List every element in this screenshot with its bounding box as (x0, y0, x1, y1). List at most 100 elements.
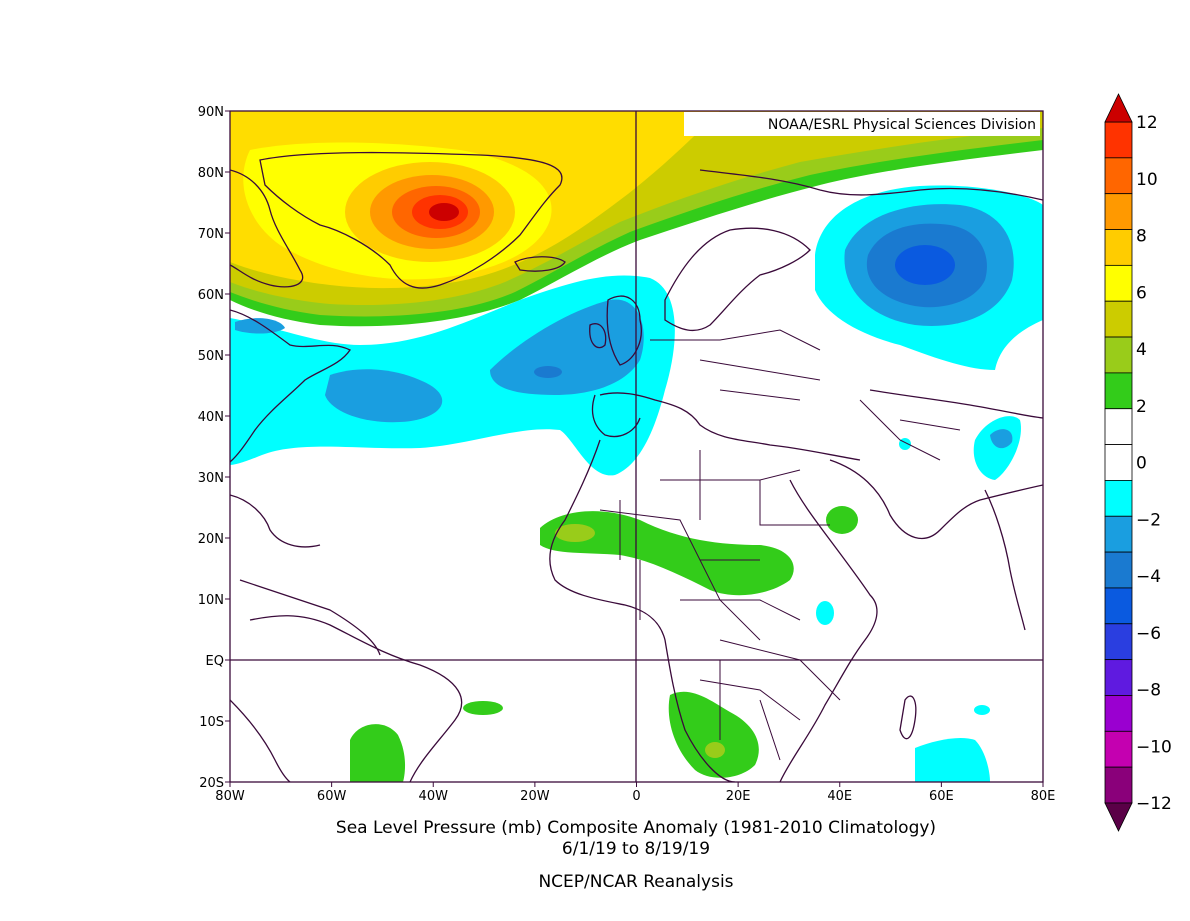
shade-negative-3 (534, 366, 562, 378)
arabia-coast (829, 459, 1043, 539)
lon-tick-label: 20E (726, 789, 751, 804)
lat-tick-label: 30N (198, 471, 224, 486)
colorbar-swatch (1104, 121, 1133, 159)
colorbar-tick-label: −12 (1136, 794, 1172, 814)
coastlines (230, 151, 1043, 782)
credit-box (684, 112, 1040, 136)
colorbar-tick-label: −4 (1136, 567, 1161, 587)
lon-tick-label: 0 (632, 789, 640, 804)
colorbar-tick-label: 2 (1136, 397, 1147, 417)
colorbar-swatch (1104, 372, 1133, 410)
lat-tick-label: 60N (198, 288, 224, 303)
credit-label: NOAA/ESRL Physical Sciences Division (768, 117, 1036, 133)
colorbar-tick-label: 4 (1136, 340, 1147, 360)
shade-negative-2b (490, 299, 644, 395)
shade-negative-small2 (899, 438, 911, 450)
shade-negative-2a (325, 369, 443, 423)
colorbar: 12 10 8 6 4 2 0 −2 −4 −6 −8 −10 −12 (1104, 93, 1172, 832)
colorbar-tick-label: 0 (1136, 454, 1147, 474)
shade-negative-small (974, 705, 990, 715)
greenland-coast (259, 151, 563, 289)
lat-tick-label: 20S (199, 776, 224, 791)
colorbar-tick-label: 8 (1136, 227, 1147, 247)
colorbar-swatch (1104, 480, 1133, 517)
colorbar-swatch (1104, 623, 1133, 661)
colorbar-tick-label: −8 (1136, 681, 1161, 701)
lat-tick-label: 10N (198, 593, 224, 608)
colorbar-tick-label: −10 (1136, 737, 1172, 757)
canada-arctic-coast (230, 169, 304, 288)
scandinavia-coast (664, 227, 811, 332)
colorbar-top-arrow (1104, 93, 1133, 123)
colorbar-swatch (1104, 229, 1133, 266)
lon-tick-label: 80W (215, 789, 245, 804)
india-coast (984, 489, 1026, 631)
lat-tick-label: 50N (198, 349, 224, 364)
shade-positive-sahel (540, 511, 794, 596)
colorbar-tick-label: −2 (1136, 510, 1161, 530)
colorbar-swatch (1104, 551, 1133, 589)
madagascar-coast (899, 695, 917, 740)
shade-positive-samerica-2 (463, 701, 503, 715)
shade-positive-safrica-2 (705, 742, 725, 758)
africa-west-coast (549, 439, 736, 782)
lat-tick-label: 40N (198, 410, 224, 425)
europe-med-coast (599, 392, 861, 461)
lon-axis: 80W 60W 40W 20W 0 20E 40E 60E 80E (215, 782, 1055, 804)
colorbar-swatch (1104, 730, 1133, 768)
caption-dates: 6/1/19 to 8/19/19 (561, 839, 711, 859)
caption-title: Sea Level Pressure (mb) Composite Anomal… (335, 818, 937, 838)
africa-east-coast (779, 479, 878, 782)
shade-negative-eafrica (816, 601, 834, 625)
lat-tick-label: 80N (198, 166, 224, 181)
lon-tick-label: 80E (1031, 789, 1056, 804)
ireland-coast (589, 323, 607, 349)
lon-tick-label: 20W (520, 789, 550, 804)
lon-tick-label: 40E (827, 789, 852, 804)
colorbar-swatch (1104, 766, 1133, 804)
lon-tick-label: 40W (419, 789, 449, 804)
colorbar-tick-label: 6 (1136, 283, 1147, 303)
shade-negative-indian (915, 737, 990, 782)
florida-gulf-coast (230, 494, 321, 548)
samerica-west (230, 699, 291, 782)
colorbar-tick-label: −6 (1136, 624, 1161, 644)
russia-arctic-coast (699, 169, 1043, 201)
colorbar-swatch (1104, 695, 1133, 732)
lat-tick-label: 70N (198, 227, 224, 242)
shade-positive-safrica (668, 691, 759, 778)
lat-tick-label: 90N (198, 105, 224, 120)
colorbar-swatch (1104, 193, 1133, 230)
shade-positive-12 (429, 203, 459, 221)
colorbar-swatch (1104, 444, 1133, 481)
lon-tick-label: 60E (929, 789, 954, 804)
lat-tick-label: 20N (198, 532, 224, 547)
lat-axis: 90N 80N 70N 60N 50N 40N 30N 20N 10N EQ 10S 20S (198, 105, 230, 791)
lon-tick-label: 60W (317, 789, 347, 804)
shade-positive-arabia (826, 506, 858, 534)
iceland-coast (514, 256, 566, 272)
shade-negative-2c (235, 318, 285, 334)
namerica-east-coast (230, 309, 351, 463)
colorbar-tick-label: 12 (1136, 113, 1158, 133)
colorbar-swatch (1104, 587, 1133, 625)
shade-positive-sahel-2 (555, 524, 595, 542)
central-asia-border (869, 389, 1043, 419)
colorbar-swatch (1104, 264, 1133, 302)
shade-negative-siberia-4 (895, 245, 955, 285)
colorbar-swatch (1104, 157, 1133, 195)
shade-negative-asia-2 (990, 429, 1013, 449)
iberia-coast (591, 394, 641, 438)
lat-tick-label: EQ (206, 654, 224, 669)
caption-source: NCEP/NCAR Reanalysis (538, 872, 734, 892)
colorbar-swatch (1104, 408, 1133, 445)
colorbar-tick-label: 10 (1136, 170, 1158, 190)
samerica-coast (249, 615, 463, 782)
caribbean-coast (239, 579, 381, 656)
country-borders (599, 329, 961, 761)
colorbar-swatch (1104, 659, 1133, 696)
colorbar-swatch (1104, 300, 1133, 338)
colorbar-swatch (1104, 515, 1133, 553)
lat-tick-label: 10S (199, 715, 224, 730)
